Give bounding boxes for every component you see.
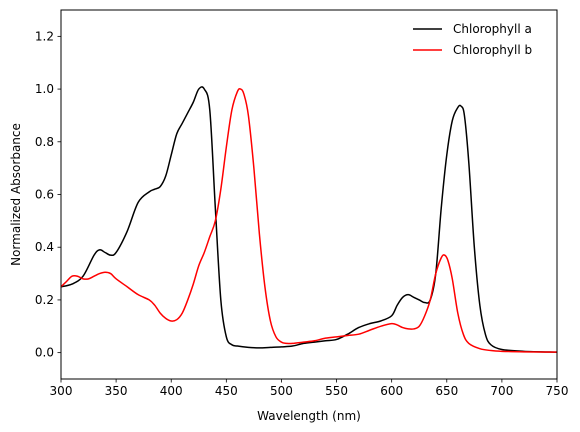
y-tick-label: 0.4 bbox=[35, 240, 54, 254]
y-tick-label: 0.0 bbox=[35, 346, 54, 360]
y-tick-label: 1.2 bbox=[35, 29, 54, 43]
y-tick-label: 1.0 bbox=[35, 82, 54, 96]
legend-label: Chlorophyll a bbox=[453, 22, 532, 36]
x-tick-label: 500 bbox=[270, 384, 293, 398]
x-tick-label: 550 bbox=[325, 384, 348, 398]
legend-label: Chlorophyll b bbox=[453, 43, 532, 57]
x-tick-label: 750 bbox=[546, 384, 569, 398]
y-axis-ticks: 0.0 0.2 0.4 0.6 0.8 1.0 1.2 bbox=[35, 29, 61, 360]
x-axis-label: Wavelength (nm) bbox=[257, 409, 361, 423]
x-tick-label: 650 bbox=[435, 384, 458, 398]
x-tick-label: 300 bbox=[50, 384, 73, 398]
x-tick-label: 600 bbox=[380, 384, 403, 398]
y-tick-label: 0.8 bbox=[35, 135, 54, 149]
x-axis-ticks: 300 350 400 450 500 550 600 650 700 750 bbox=[50, 379, 569, 398]
y-tick-label: 0.6 bbox=[35, 188, 54, 202]
series-line-chlorophyll-a bbox=[61, 86, 557, 353]
legend: Chlorophyll a Chlorophyll b bbox=[413, 22, 532, 57]
x-tick-label: 400 bbox=[160, 384, 183, 398]
x-tick-label: 700 bbox=[490, 384, 513, 398]
series-line-chlorophyll-b bbox=[61, 88, 557, 353]
y-axis-label: Normalized Absorbance bbox=[9, 123, 23, 266]
series-layer bbox=[61, 86, 557, 353]
x-tick-label: 450 bbox=[215, 384, 238, 398]
y-tick-label: 0.2 bbox=[35, 293, 54, 307]
x-tick-label: 350 bbox=[105, 384, 128, 398]
